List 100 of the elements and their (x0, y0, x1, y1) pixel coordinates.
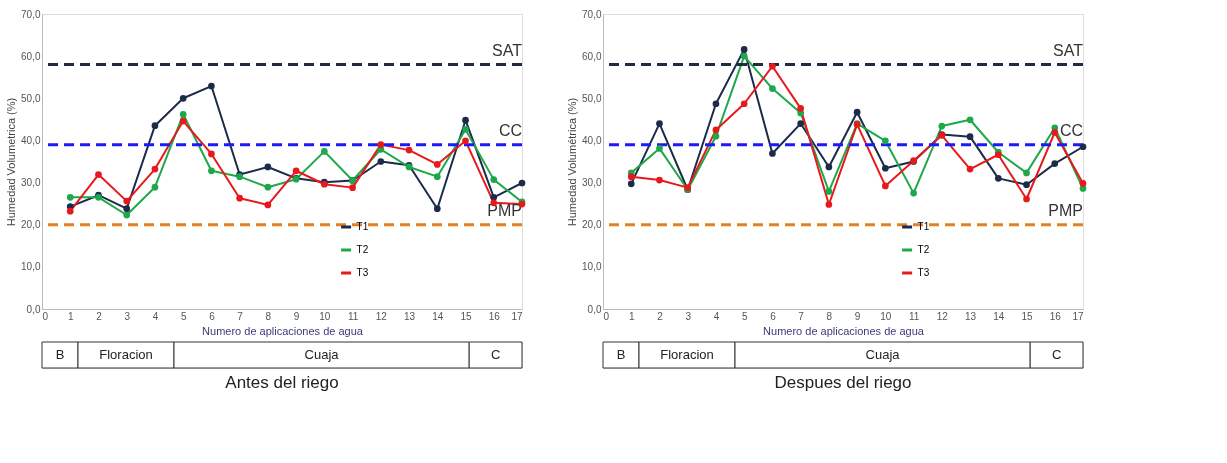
x-tick-label: 6 (770, 310, 777, 322)
point (490, 176, 498, 183)
ref-line-label: CC (1059, 121, 1083, 139)
y-tick-label: 50,0 (582, 92, 602, 104)
point (825, 201, 833, 208)
point (433, 205, 441, 213)
y-tick-label: 0,0 (26, 303, 41, 315)
text: Cuaja (865, 347, 901, 362)
ref-line-label: PMP (1048, 201, 1083, 219)
point (151, 122, 159, 130)
text: C (490, 347, 501, 362)
point (1051, 129, 1059, 136)
point (1079, 143, 1087, 151)
x-tick-label: 0 (42, 310, 49, 322)
point (853, 108, 861, 116)
point (264, 201, 272, 209)
x-tick-label: 4 (152, 310, 159, 322)
y-tick-label: 30,0 (21, 177, 41, 189)
x-tick-label: 10 (880, 310, 892, 322)
x-axis-title: Numero de aplicaciones de agua (763, 324, 925, 337)
y-axis-title: Humedad Volumétrica (%) (566, 97, 579, 227)
x-tick-label: 9 (854, 310, 861, 322)
point (518, 179, 526, 187)
point (1079, 180, 1087, 187)
text: Antes del riego (225, 372, 339, 392)
point (882, 182, 889, 190)
point (966, 116, 974, 124)
point (882, 137, 889, 145)
legend-label: T1 (917, 221, 930, 232)
point (462, 137, 469, 145)
x-tick-label: 1 (628, 310, 635, 322)
point (825, 163, 833, 171)
point (377, 158, 385, 165)
y-axis-title: Humedad Volumetrica (%) (5, 97, 18, 227)
point (740, 52, 748, 60)
point (1023, 169, 1030, 177)
point (66, 193, 74, 201)
x-tick-label: 15 (1021, 310, 1034, 322)
point (321, 148, 328, 155)
x-tick-label: 10 (319, 310, 331, 322)
point (712, 100, 720, 108)
y-tick-label: 20,0 (21, 219, 41, 231)
point (1051, 160, 1059, 167)
point (208, 82, 215, 90)
legend-label: T1 (356, 221, 369, 232)
point (208, 150, 215, 158)
point (994, 175, 1002, 182)
x-tick-label: 2 (96, 310, 103, 322)
point (179, 117, 187, 125)
text: B (55, 347, 65, 362)
point (405, 146, 413, 154)
ref-line-label: CC (498, 121, 522, 139)
y-tick-label: 70,0 (21, 8, 41, 20)
point (66, 207, 74, 215)
legend-label: T3 (356, 267, 369, 278)
x-tick-label: 4 (713, 310, 720, 322)
x-tick-label: 7 (798, 310, 805, 322)
y-tick-label: 60,0 (582, 50, 602, 62)
text: Despues del riego (774, 372, 912, 392)
point (151, 183, 159, 191)
x-tick-label: 8 (265, 310, 272, 322)
point (151, 165, 159, 173)
y-tick-label: 40,0 (582, 134, 602, 146)
text: B (616, 347, 626, 362)
x-tick-label: 2 (657, 310, 664, 322)
x-axis-title: Numero de aplicaciones de agua (202, 324, 364, 337)
point (208, 167, 215, 175)
point (966, 165, 974, 173)
point (627, 173, 635, 181)
x-tick-label: 12 (375, 310, 388, 322)
text: C (1051, 347, 1062, 362)
point (433, 173, 441, 181)
point (123, 205, 131, 213)
x-tick-label: 8 (826, 310, 833, 322)
point (292, 167, 300, 175)
point (910, 189, 917, 197)
x-tick-label: 3 (124, 310, 131, 322)
ref-line-label: SAT (492, 41, 523, 59)
y-tick-label: 20,0 (582, 219, 602, 231)
point (712, 126, 720, 134)
point (179, 110, 187, 118)
x-tick-label: 14 (432, 310, 444, 322)
x-tick-label: 9 (293, 310, 300, 322)
point (95, 171, 102, 178)
x-tick-label: 17 (1072, 310, 1084, 322)
x-tick-label: 15 (460, 310, 473, 322)
point (462, 126, 469, 133)
x-tick-label: 1 (67, 310, 74, 322)
point (123, 197, 131, 205)
point (769, 85, 776, 92)
x-tick-label: 14 (993, 310, 1005, 322)
point (627, 180, 635, 188)
point (1023, 181, 1030, 189)
point (938, 122, 946, 130)
point (797, 105, 804, 112)
y-tick-label: 60,0 (21, 50, 41, 62)
point (797, 120, 804, 127)
point (882, 164, 889, 172)
y-tick-label: 0,0 (587, 303, 602, 315)
point (712, 132, 720, 140)
